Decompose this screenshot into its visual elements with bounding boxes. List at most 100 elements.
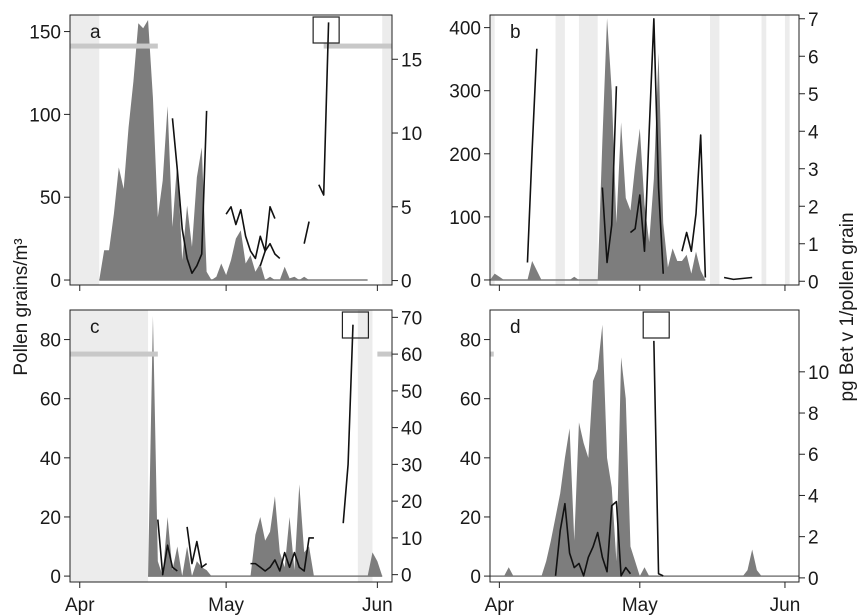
y-tick-label-left: 60 <box>460 390 481 411</box>
y-tick-label-right: 0 <box>808 272 819 293</box>
y-tick-label-left: 150 <box>29 23 61 44</box>
shaded-period <box>578 15 598 285</box>
y-tick-label-right: 2 <box>808 528 819 549</box>
y-tick-label-right: 0 <box>808 569 819 590</box>
y-tick-label-left: 0 <box>470 271 481 292</box>
pollen-season-bar <box>70 351 158 357</box>
y-tick-label-left: 300 <box>449 82 481 103</box>
y-axis-label-left: Pollen grains/m³ <box>11 238 32 376</box>
x-tick-label: Jun <box>362 595 393 615</box>
y-tick-label-right: 10 <box>808 363 829 384</box>
y-tick-label-right: 4 <box>808 122 819 143</box>
shaded-period <box>382 15 392 285</box>
y-tick-label-right: 30 <box>401 455 422 476</box>
pollen-season-bar <box>490 351 494 357</box>
y-tick-label-left: 20 <box>460 508 481 529</box>
allergen-line <box>171 110 208 274</box>
panel-frame <box>69 14 393 286</box>
allergen-line <box>318 22 330 196</box>
panel-frame <box>69 309 393 583</box>
shaded-period <box>70 310 149 582</box>
allergen-line <box>250 537 314 572</box>
y-tick-label-right: 60 <box>401 345 422 366</box>
panel-c: 0 20 40 60 80 0 10 20 30 40 50 60 70 Apr May Jun c <box>40 308 422 615</box>
x-tick-label: May <box>622 595 658 615</box>
highlight-box <box>312 16 340 44</box>
pollen-area <box>148 315 383 577</box>
y-tick-label-right: 6 <box>808 445 819 466</box>
allergen-line <box>259 242 281 267</box>
y-tick-label-right: 70 <box>401 308 422 329</box>
shaded-period <box>710 15 720 285</box>
plot-area <box>70 310 392 582</box>
shaded-period <box>761 15 767 285</box>
y-tick-label-left: 100 <box>29 105 61 126</box>
panel-d: 0 20 40 60 80 0 2 4 6 8 10 Apr May Jun d <box>460 309 829 615</box>
allergen-line <box>157 519 178 576</box>
y-axis-label-right: pg Bet v 1/pollen grain <box>837 212 858 402</box>
y-tick-label-right: 40 <box>401 419 422 440</box>
pollen-season-bar <box>377 351 392 357</box>
shaded-period <box>490 15 495 285</box>
allergen-line <box>681 134 707 278</box>
x-tick-label: Apr <box>485 595 515 615</box>
shaded-period <box>555 15 565 285</box>
allergen-line <box>303 221 310 244</box>
shaded-period <box>357 310 373 582</box>
y-tick-label-left: 20 <box>40 508 61 529</box>
allergen-line <box>601 86 618 264</box>
y-tick-label-left: 0 <box>50 567 61 588</box>
pollen-season-bar <box>70 43 158 49</box>
y-tick-label-left: 100 <box>449 208 481 229</box>
y-tick-label-right: 8 <box>808 404 819 425</box>
allergen-line <box>186 526 208 569</box>
y-tick-label-right: 20 <box>401 492 422 513</box>
y-tick-label-left: 200 <box>449 145 481 166</box>
plot-area <box>490 15 790 285</box>
y-tick-label-left: 80 <box>460 331 481 352</box>
y-tick-label-right: 50 <box>401 382 422 403</box>
pollen-area <box>99 19 368 281</box>
y-tick-label-right: 7 <box>808 10 819 31</box>
panel-label: a <box>90 22 101 43</box>
y-tick-label-right: 6 <box>808 47 819 68</box>
y-tick-label-right: 4 <box>808 486 819 507</box>
allergen-line <box>526 48 538 263</box>
y-tick-label-left: 40 <box>460 449 481 470</box>
x-tick-label: Apr <box>65 595 95 615</box>
y-tick-label-right: 0 <box>401 566 412 587</box>
allergen-line <box>225 206 276 260</box>
y-tick-label-left: 60 <box>40 390 61 411</box>
panel-frame <box>489 309 800 583</box>
plot-area <box>490 311 799 577</box>
y-tick-label-right: 5 <box>401 198 412 219</box>
panel-frame <box>489 14 800 286</box>
pollen-season-bar <box>323 43 392 49</box>
highlight-box <box>642 311 670 339</box>
y-tick-label-left: 0 <box>470 567 481 588</box>
shaded-period <box>70 15 100 285</box>
y-tick-label-left: 0 <box>50 271 61 292</box>
y-tick-label-right: 3 <box>808 160 819 181</box>
y-tick-label-left: 400 <box>449 19 481 40</box>
y-tick-label-right: 1 <box>808 235 819 256</box>
allergen-line <box>554 500 632 577</box>
x-tick-label: Jun <box>770 595 801 615</box>
y-tick-label-left: 80 <box>40 331 61 352</box>
allergen-line <box>629 17 665 274</box>
panel-b: 0 100 200 300 400 0 1 2 3 4 5 6 7 b <box>449 10 819 294</box>
y-tick-label-left: 50 <box>40 188 61 209</box>
y-tick-label-left: 40 <box>40 449 61 470</box>
x-tick-label: May <box>208 595 244 615</box>
allergen-line <box>342 324 354 524</box>
panel-label: d <box>510 317 521 338</box>
y-tick-label-right: 10 <box>401 529 422 550</box>
panel-label: c <box>90 317 100 338</box>
y-tick-label-right: 0 <box>401 272 412 293</box>
y-tick-label-right: 15 <box>401 50 422 71</box>
allergen-line <box>723 276 753 281</box>
pollen-area <box>490 324 799 577</box>
pollen-area <box>490 18 706 280</box>
plot-area <box>70 15 392 285</box>
